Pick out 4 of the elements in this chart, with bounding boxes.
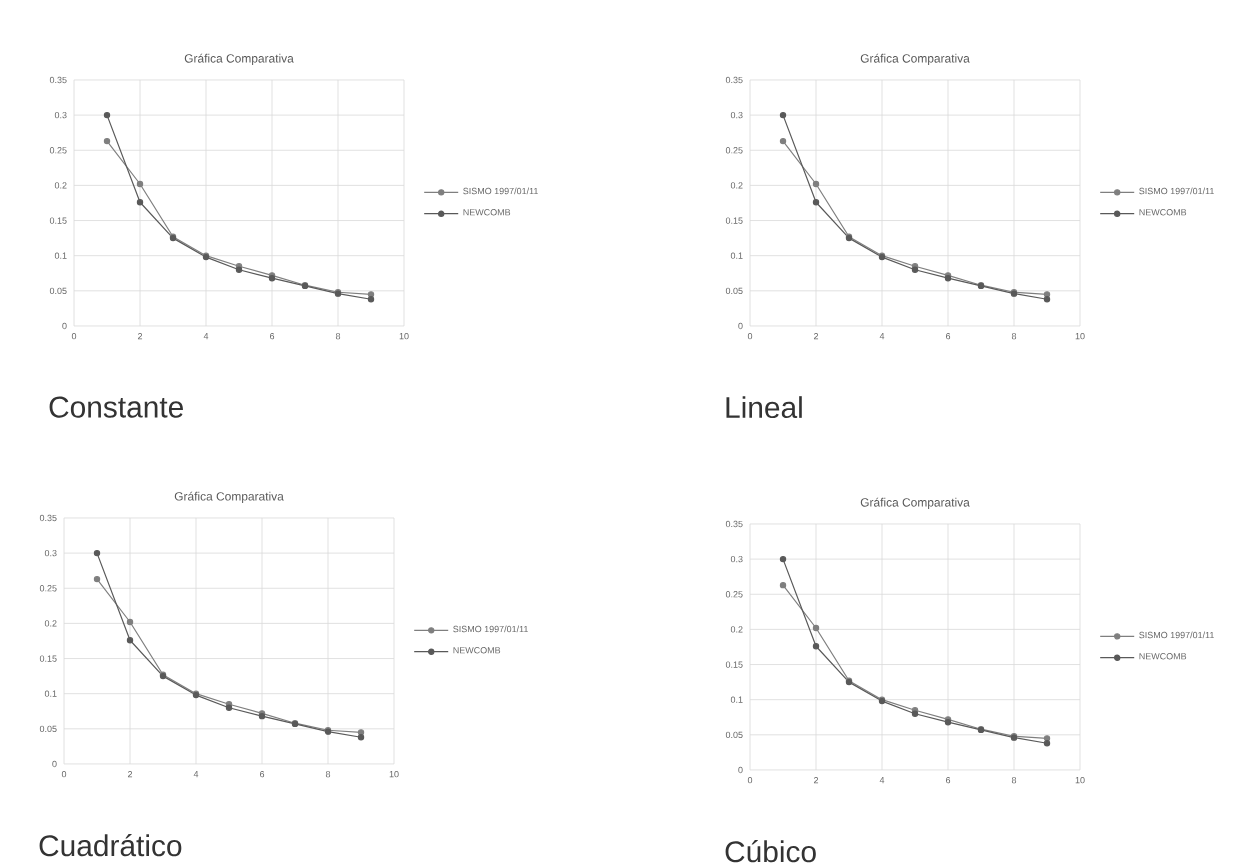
text: Constante	[49, 396, 183, 418]
text: Lineal	[726, 396, 802, 419]
text: Cuadrático	[39, 834, 182, 857]
text: Cúbico	[725, 840, 816, 863]
